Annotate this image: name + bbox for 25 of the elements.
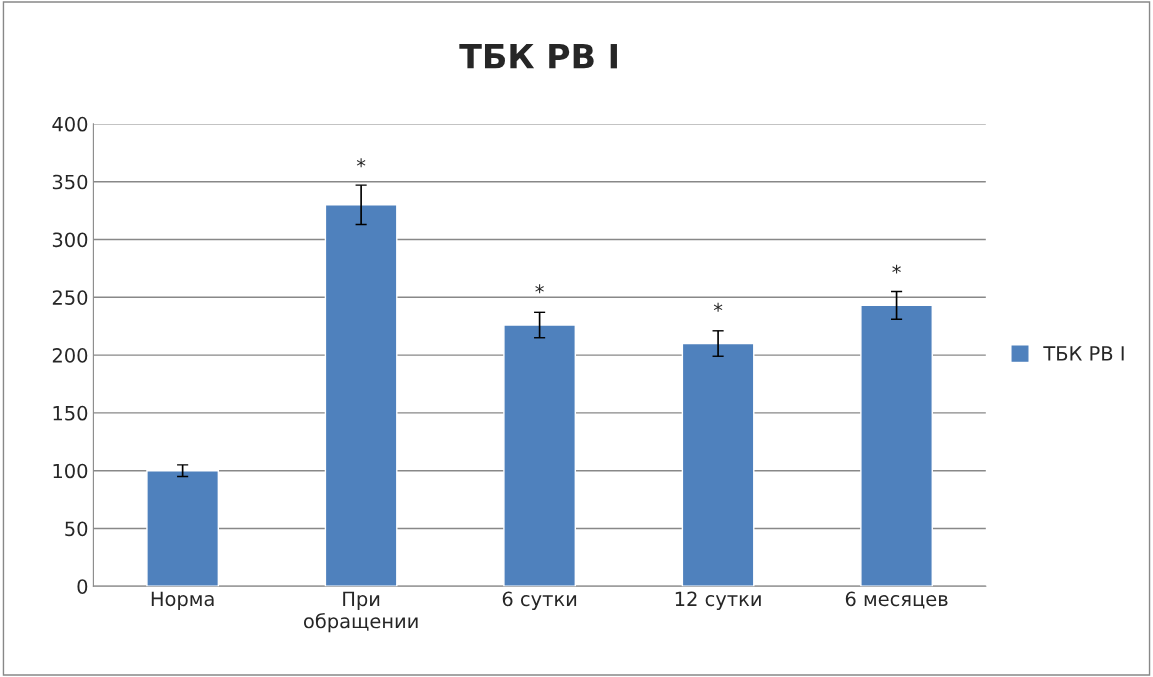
y-tick-label: 400 (52, 116, 88, 132)
x-tick-label: Норма (151, 591, 214, 610)
y-tick-label: 150 (53, 405, 88, 421)
annotation: * (535, 284, 544, 294)
bar (503, 324, 576, 587)
y-tick-label: 0 (77, 579, 88, 594)
x-tick-label: 6 сутки (502, 591, 577, 610)
y-tick-label: 50 (65, 521, 88, 537)
y-tick-label: 300 (52, 232, 88, 248)
annotation: * (356, 158, 366, 168)
bar (324, 204, 398, 587)
legend-label: ТБК РВ I (1043, 346, 1124, 361)
y-tick-label: 350 (52, 174, 88, 190)
bar (146, 469, 220, 587)
chart-title: ТБК РВ I (459, 44, 617, 69)
x-tick-label: 12 сутки (675, 591, 761, 610)
y-tick-label: 250 (52, 290, 88, 305)
x-tick-label: 6 месяцев (845, 591, 948, 609)
y-tick-label: 100 (53, 463, 88, 479)
bar (681, 342, 755, 587)
annotation: * (713, 302, 723, 312)
annotation: * (892, 264, 901, 274)
bar (860, 304, 933, 587)
y-tick-label: 200 (52, 348, 88, 363)
x-tick-label: При обращении (303, 591, 418, 633)
